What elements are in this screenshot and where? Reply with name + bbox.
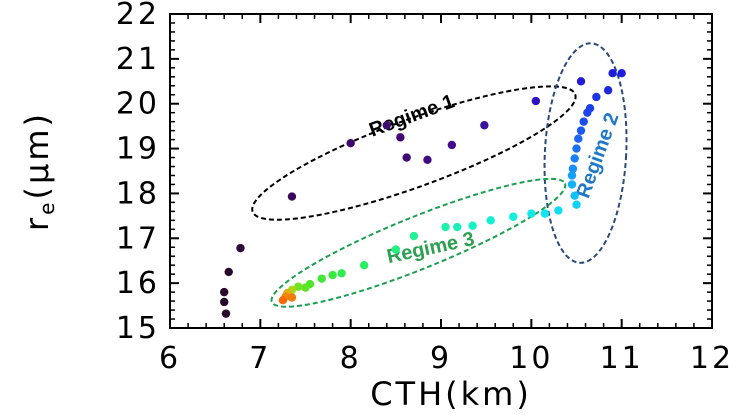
- data-point: [540, 209, 550, 218]
- data-point: [317, 274, 326, 283]
- data-point: [301, 283, 310, 292]
- y-tick-label: 20: [116, 87, 160, 122]
- data-point: [583, 108, 592, 117]
- y-tick-label: 18: [116, 176, 160, 211]
- data-point: [402, 153, 411, 162]
- data-point: [567, 171, 577, 180]
- data-point: [574, 134, 583, 143]
- y-axis-label-symbol: r: [18, 215, 56, 231]
- x-tick-label: 6: [159, 341, 181, 376]
- x-tick-label: 10: [509, 341, 553, 376]
- data-point: [572, 200, 581, 209]
- data-point: [592, 92, 601, 102]
- data-point: [617, 69, 626, 78]
- data-point: [576, 77, 586, 86]
- data-point: [608, 69, 617, 78]
- regime-3-ellipse: [270, 177, 567, 308]
- data-point: [328, 270, 337, 280]
- data-point: [441, 222, 450, 232]
- data-point: [220, 287, 229, 297]
- x-tick-label: 12: [690, 341, 734, 376]
- y-axis-label: re(μm): [18, 111, 59, 231]
- y-tick-label: 15: [116, 311, 160, 346]
- tick-labels: 6 7 8 9 10 11 12 15 16 17 18 19 20 21 22: [116, 0, 734, 376]
- data-point: [509, 212, 518, 221]
- data-point: [554, 206, 563, 215]
- data-point: [287, 192, 297, 201]
- data-point: [567, 180, 577, 189]
- data-points: [220, 69, 626, 318]
- data-point: [278, 295, 288, 305]
- data-point: [570, 191, 579, 200]
- data-point: [391, 245, 401, 254]
- x-axis-label: CTH(km): [370, 375, 532, 413]
- data-point: [576, 126, 586, 135]
- regime-2-ellipse: [543, 42, 628, 264]
- data-point: [360, 261, 369, 270]
- data-point: [568, 164, 578, 173]
- x-tick-label: 9: [430, 341, 452, 376]
- y-tick-label: 21: [116, 42, 160, 77]
- y-tick-label: 17: [116, 221, 160, 256]
- axis-ticks: [169, 13, 713, 329]
- data-point: [570, 154, 579, 163]
- data-point: [579, 117, 588, 126]
- data-point: [287, 293, 297, 302]
- data-point: [396, 133, 405, 142]
- data-point: [409, 231, 419, 241]
- data-point: [224, 267, 233, 277]
- regime-1-ellipse: [251, 85, 577, 221]
- data-point: [572, 144, 581, 153]
- data-point: [221, 309, 231, 318]
- y-tick-label: 16: [116, 266, 160, 301]
- data-point: [294, 282, 303, 291]
- data-point: [382, 121, 391, 130]
- data-point: [346, 138, 355, 148]
- data-point: [337, 269, 346, 278]
- data-point: [603, 86, 613, 95]
- data-point: [447, 140, 457, 150]
- data-point: [236, 243, 245, 253]
- y-tick-label: 22: [116, 0, 160, 32]
- data-point: [486, 216, 495, 225]
- x-tick-label: 8: [340, 341, 362, 376]
- data-point: [453, 222, 462, 232]
- data-point: [468, 221, 477, 230]
- y-axis-label-subscript: e: [35, 200, 59, 215]
- x-tick-label: 11: [600, 341, 644, 376]
- x-tick-label: 7: [249, 341, 271, 376]
- data-point: [423, 155, 432, 164]
- data-point: [531, 96, 541, 106]
- y-tick-label: 19: [116, 132, 160, 167]
- data-point: [220, 297, 229, 307]
- y-axis-label-unit: (μm): [18, 111, 56, 200]
- data-point: [480, 121, 489, 130]
- data-point: [527, 209, 536, 218]
